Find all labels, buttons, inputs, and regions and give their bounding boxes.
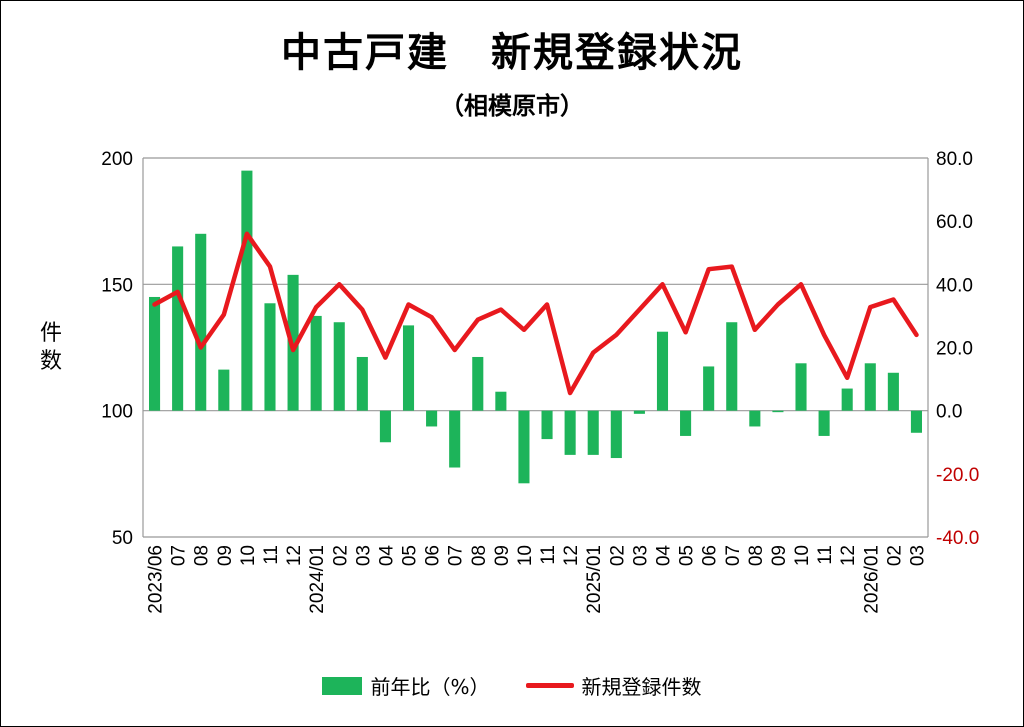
bar-yoy <box>149 296 161 411</box>
x-tick-label: 08 <box>746 545 767 566</box>
x-tick-label: 04 <box>653 545 674 567</box>
x-tick-label: 09 <box>492 545 513 566</box>
bar-yoy <box>541 410 553 440</box>
right-tick-label: 20.0 <box>936 339 973 360</box>
x-tick-label: 05 <box>400 545 421 566</box>
bar-yoy <box>472 356 484 411</box>
x-tick-label: 10 <box>792 545 813 566</box>
left-tick-label: 200 <box>101 149 133 170</box>
bar-yoy <box>495 391 507 411</box>
x-tick-label: 07 <box>169 545 190 566</box>
bar-yoy <box>887 372 899 411</box>
right-tick-label: -40.0 <box>936 528 979 549</box>
x-tick-label: 03 <box>353 545 374 566</box>
bar-yoy <box>356 356 368 411</box>
right-tick-label: -20.0 <box>936 465 979 486</box>
bar-yoy <box>656 331 669 411</box>
legend-item-bar: 前年比（%） <box>322 671 490 700</box>
bar-yoy <box>402 325 415 411</box>
bar-yoy <box>218 369 230 411</box>
x-tick-label: 11 <box>538 545 559 565</box>
x-tick-label: 2025/01 <box>584 545 605 614</box>
right-tick-label: 80.0 <box>936 149 973 170</box>
right-tick-label: 40.0 <box>936 275 973 296</box>
bar-yoy <box>772 410 784 413</box>
bar-yoy <box>333 322 345 411</box>
left-tick-label: 100 <box>101 402 133 423</box>
x-tick-label: 2024/01 <box>307 545 328 614</box>
x-tick-label: 02 <box>330 545 351 566</box>
x-tick-label: 08 <box>469 545 490 566</box>
bar-yoy <box>726 322 738 411</box>
x-tick-label: 02 <box>884 545 905 566</box>
bar-yoy <box>633 410 645 414</box>
x-tick-label: 06 <box>700 545 721 566</box>
x-tick-label: 03 <box>907 545 928 566</box>
legend-swatch-line <box>525 683 574 688</box>
x-tick-label: 05 <box>677 545 698 566</box>
chart-title: 中古戸建 新規登録状況 <box>281 30 743 76</box>
bar-yoy <box>680 410 692 436</box>
x-tick-label: 12 <box>284 545 305 566</box>
left-tick-label: 150 <box>101 275 133 296</box>
x-tick-label: 2023/06 <box>146 545 167 614</box>
x-tick-label: 12 <box>838 545 859 566</box>
legend: 前年比（%） 新規登録件数 <box>0 671 1024 700</box>
bar-yoy <box>703 366 715 411</box>
bar-yoy <box>195 233 207 411</box>
x-tick-label: 02 <box>607 545 628 566</box>
bar-yoy <box>795 363 807 411</box>
bar-yoy <box>818 410 830 436</box>
bar-yoy <box>841 388 853 411</box>
x-tick-label: 07 <box>723 545 744 566</box>
x-tick-label: 07 <box>446 545 467 566</box>
x-tick-label: 09 <box>215 545 236 566</box>
bar-yoy <box>910 410 922 433</box>
x-tick-label: 09 <box>769 545 790 566</box>
x-tick-label: 06 <box>423 545 444 566</box>
bar-yoy <box>749 410 761 427</box>
y-axis-label: 件数 <box>39 321 62 374</box>
bar-yoy <box>310 315 322 411</box>
x-tick-label: 03 <box>630 545 651 566</box>
x-tick-label: 08 <box>192 545 213 566</box>
right-tick-label: 60.0 <box>936 212 973 233</box>
chart-subtitle: （相模原市） <box>440 92 584 120</box>
x-tick-label: 2026/01 <box>861 545 882 614</box>
x-tick-label: 11 <box>261 545 282 565</box>
bar-yoy <box>426 410 438 427</box>
bar-yoy <box>264 303 276 411</box>
x-tick-label: 12 <box>561 545 582 566</box>
bar-yoy <box>610 410 622 459</box>
bar-yoy <box>864 363 876 411</box>
left-tick-label: 50 <box>112 528 133 549</box>
legend-item-line: 新規登録件数 <box>525 671 702 700</box>
bar-yoy <box>379 410 391 443</box>
legend-label-bar: 前年比（%） <box>370 675 490 699</box>
line-listings <box>152 231 919 396</box>
bar-yoy <box>587 410 599 455</box>
legend-label-line: 新規登録件数 <box>581 675 702 699</box>
bar-yoy <box>172 246 184 411</box>
x-tick-label: 10 <box>238 545 259 566</box>
legend-swatch-bar <box>322 676 363 695</box>
bar-yoy <box>241 170 253 411</box>
bar-yoy <box>449 410 461 468</box>
bar-yoy <box>564 410 576 455</box>
x-tick-label: 04 <box>376 545 397 567</box>
x-tick-label: 11 <box>815 545 836 565</box>
x-tick-label: 10 <box>515 545 536 566</box>
bar-yoy <box>518 410 530 484</box>
right-tick-label: 0.0 <box>936 402 962 423</box>
